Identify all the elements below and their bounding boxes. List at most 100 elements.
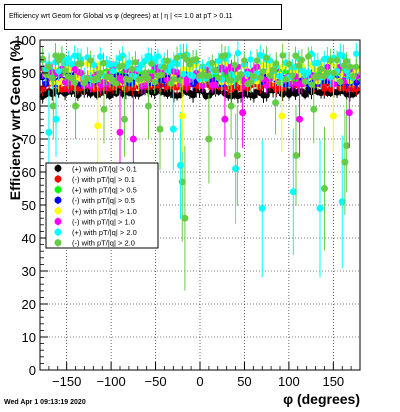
data-point (247, 56, 254, 63)
y-tick-label: 70 (22, 132, 36, 147)
data-point (74, 92, 82, 99)
data-point (109, 67, 117, 75)
outlier-point (176, 161, 184, 169)
footer-date: Wed Apr 1 09:13:19 2020 (4, 399, 86, 406)
data-point (119, 62, 126, 70)
data-point (330, 80, 338, 88)
data-point (93, 74, 101, 81)
data-point (141, 82, 149, 89)
y-tick-label: 100 (14, 33, 36, 48)
y-tick-label: 20 (22, 297, 36, 312)
outlier-point (116, 128, 124, 136)
data-point (301, 91, 309, 98)
legend-marker (54, 164, 62, 172)
data-point (151, 78, 158, 86)
legend-marker (54, 207, 62, 215)
data-point (257, 74, 264, 81)
data-point (42, 71, 50, 78)
data-point (61, 67, 69, 74)
outlier-point (239, 109, 247, 117)
data-point (132, 59, 139, 66)
outlier-point (144, 102, 152, 110)
data-point (49, 75, 56, 82)
x-tick-label: 0 (196, 374, 203, 389)
chart-title: Efficiency wrt Geom for Global vs φ (deg… (9, 13, 233, 20)
data-point (45, 63, 53, 71)
data-point (327, 85, 334, 93)
outlier-point (94, 122, 102, 130)
data-point (241, 57, 248, 64)
outlier-point (100, 105, 108, 113)
data-point (55, 57, 62, 64)
data-point (266, 72, 274, 80)
data-point (71, 79, 78, 86)
data-point (199, 82, 206, 89)
data-point (298, 56, 306, 64)
data-point (292, 52, 299, 59)
y-tick-label: 50 (22, 198, 36, 213)
y-tick-label: 60 (22, 165, 36, 180)
x-tick-label: 50 (237, 374, 251, 389)
data-point (314, 73, 322, 80)
legend-marker (54, 175, 62, 183)
data-point (205, 72, 213, 80)
outlier-point (129, 135, 137, 143)
outlier-point (52, 115, 60, 123)
legend-marker (54, 196, 62, 204)
legend-marker (54, 239, 62, 247)
data-point (119, 52, 126, 59)
outlier-point (45, 128, 53, 136)
data-point (65, 55, 72, 62)
data-point (129, 65, 136, 73)
data-point (324, 69, 331, 76)
outlier-point (345, 109, 353, 117)
data-point (161, 63, 168, 71)
data-point (55, 67, 62, 75)
data-point (231, 61, 238, 69)
data-point (138, 75, 146, 82)
data-point (285, 60, 293, 68)
data-point (263, 82, 270, 89)
data-point (113, 80, 120, 87)
data-point (189, 73, 197, 80)
data-point (193, 56, 200, 63)
outlier-point (289, 188, 297, 196)
data-point (189, 91, 197, 99)
data-point (212, 67, 219, 74)
data-point (314, 59, 322, 67)
y-axis-label: Efficiency wrt Geom (%) (7, 40, 23, 200)
data-point (276, 79, 283, 86)
data-point (305, 53, 312, 60)
data-point (295, 62, 302, 69)
legend-label: (+) with pT/|q| > 0.1 (72, 164, 137, 173)
data-point (97, 53, 104, 60)
outlier-point (221, 115, 229, 123)
data-point (183, 56, 190, 63)
data-point (39, 55, 46, 62)
data-point (215, 74, 222, 82)
data-point (90, 61, 98, 69)
data-point (263, 54, 270, 62)
data-point (209, 59, 216, 67)
x-tick-label: −100 (96, 374, 125, 389)
legend-label: (-) with pT/|q| > 2.0 (72, 239, 135, 248)
data-point (58, 52, 66, 60)
data-point (68, 74, 75, 82)
data-point (353, 63, 360, 71)
outlier-point (181, 214, 189, 222)
outlier-point (272, 99, 280, 107)
x-tick-label: −50 (145, 374, 167, 389)
data-point (340, 62, 347, 70)
data-point (68, 60, 75, 68)
x-tick-label: −150 (52, 374, 81, 389)
data-point (84, 75, 91, 82)
data-point (263, 92, 270, 99)
data-point (39, 85, 46, 93)
legend-label: (-) with pT/|q| > 0.1 (72, 175, 135, 184)
y-tick-label: 90 (22, 66, 36, 81)
y-tick-label: 10 (22, 330, 36, 345)
data-point (353, 50, 360, 57)
data-point (164, 57, 171, 65)
outlier-point (329, 112, 337, 120)
outlier-point (292, 152, 300, 159)
